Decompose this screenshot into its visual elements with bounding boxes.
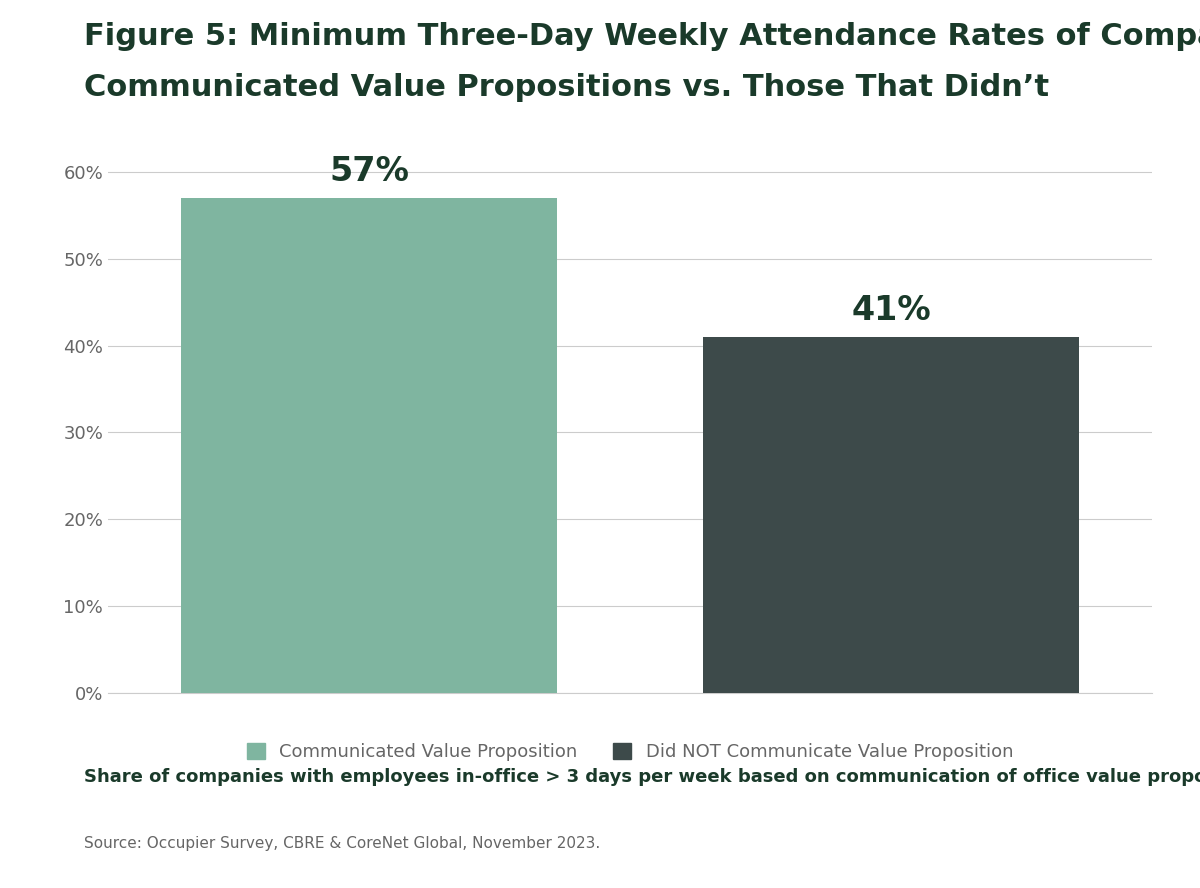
Text: 41%: 41% (851, 294, 931, 327)
Text: Source: Occupier Survey, CBRE & CoreNet Global, November 2023.: Source: Occupier Survey, CBRE & CoreNet … (84, 836, 600, 852)
Text: Figure 5: Minimum Three-Day Weekly Attendance Rates of Companies That: Figure 5: Minimum Three-Day Weekly Atten… (84, 22, 1200, 52)
Legend: Communicated Value Proposition, Did NOT Communicate Value Proposition: Communicated Value Proposition, Did NOT … (239, 735, 1021, 768)
Text: Share of companies with employees in-office > 3 days per week based on communica: Share of companies with employees in-off… (84, 768, 1200, 786)
Bar (181, 198, 557, 693)
Bar (703, 337, 1079, 693)
Text: 57%: 57% (329, 155, 409, 187)
Text: Communicated Value Propositions vs. Those That Didn’t: Communicated Value Propositions vs. Thos… (84, 73, 1049, 102)
